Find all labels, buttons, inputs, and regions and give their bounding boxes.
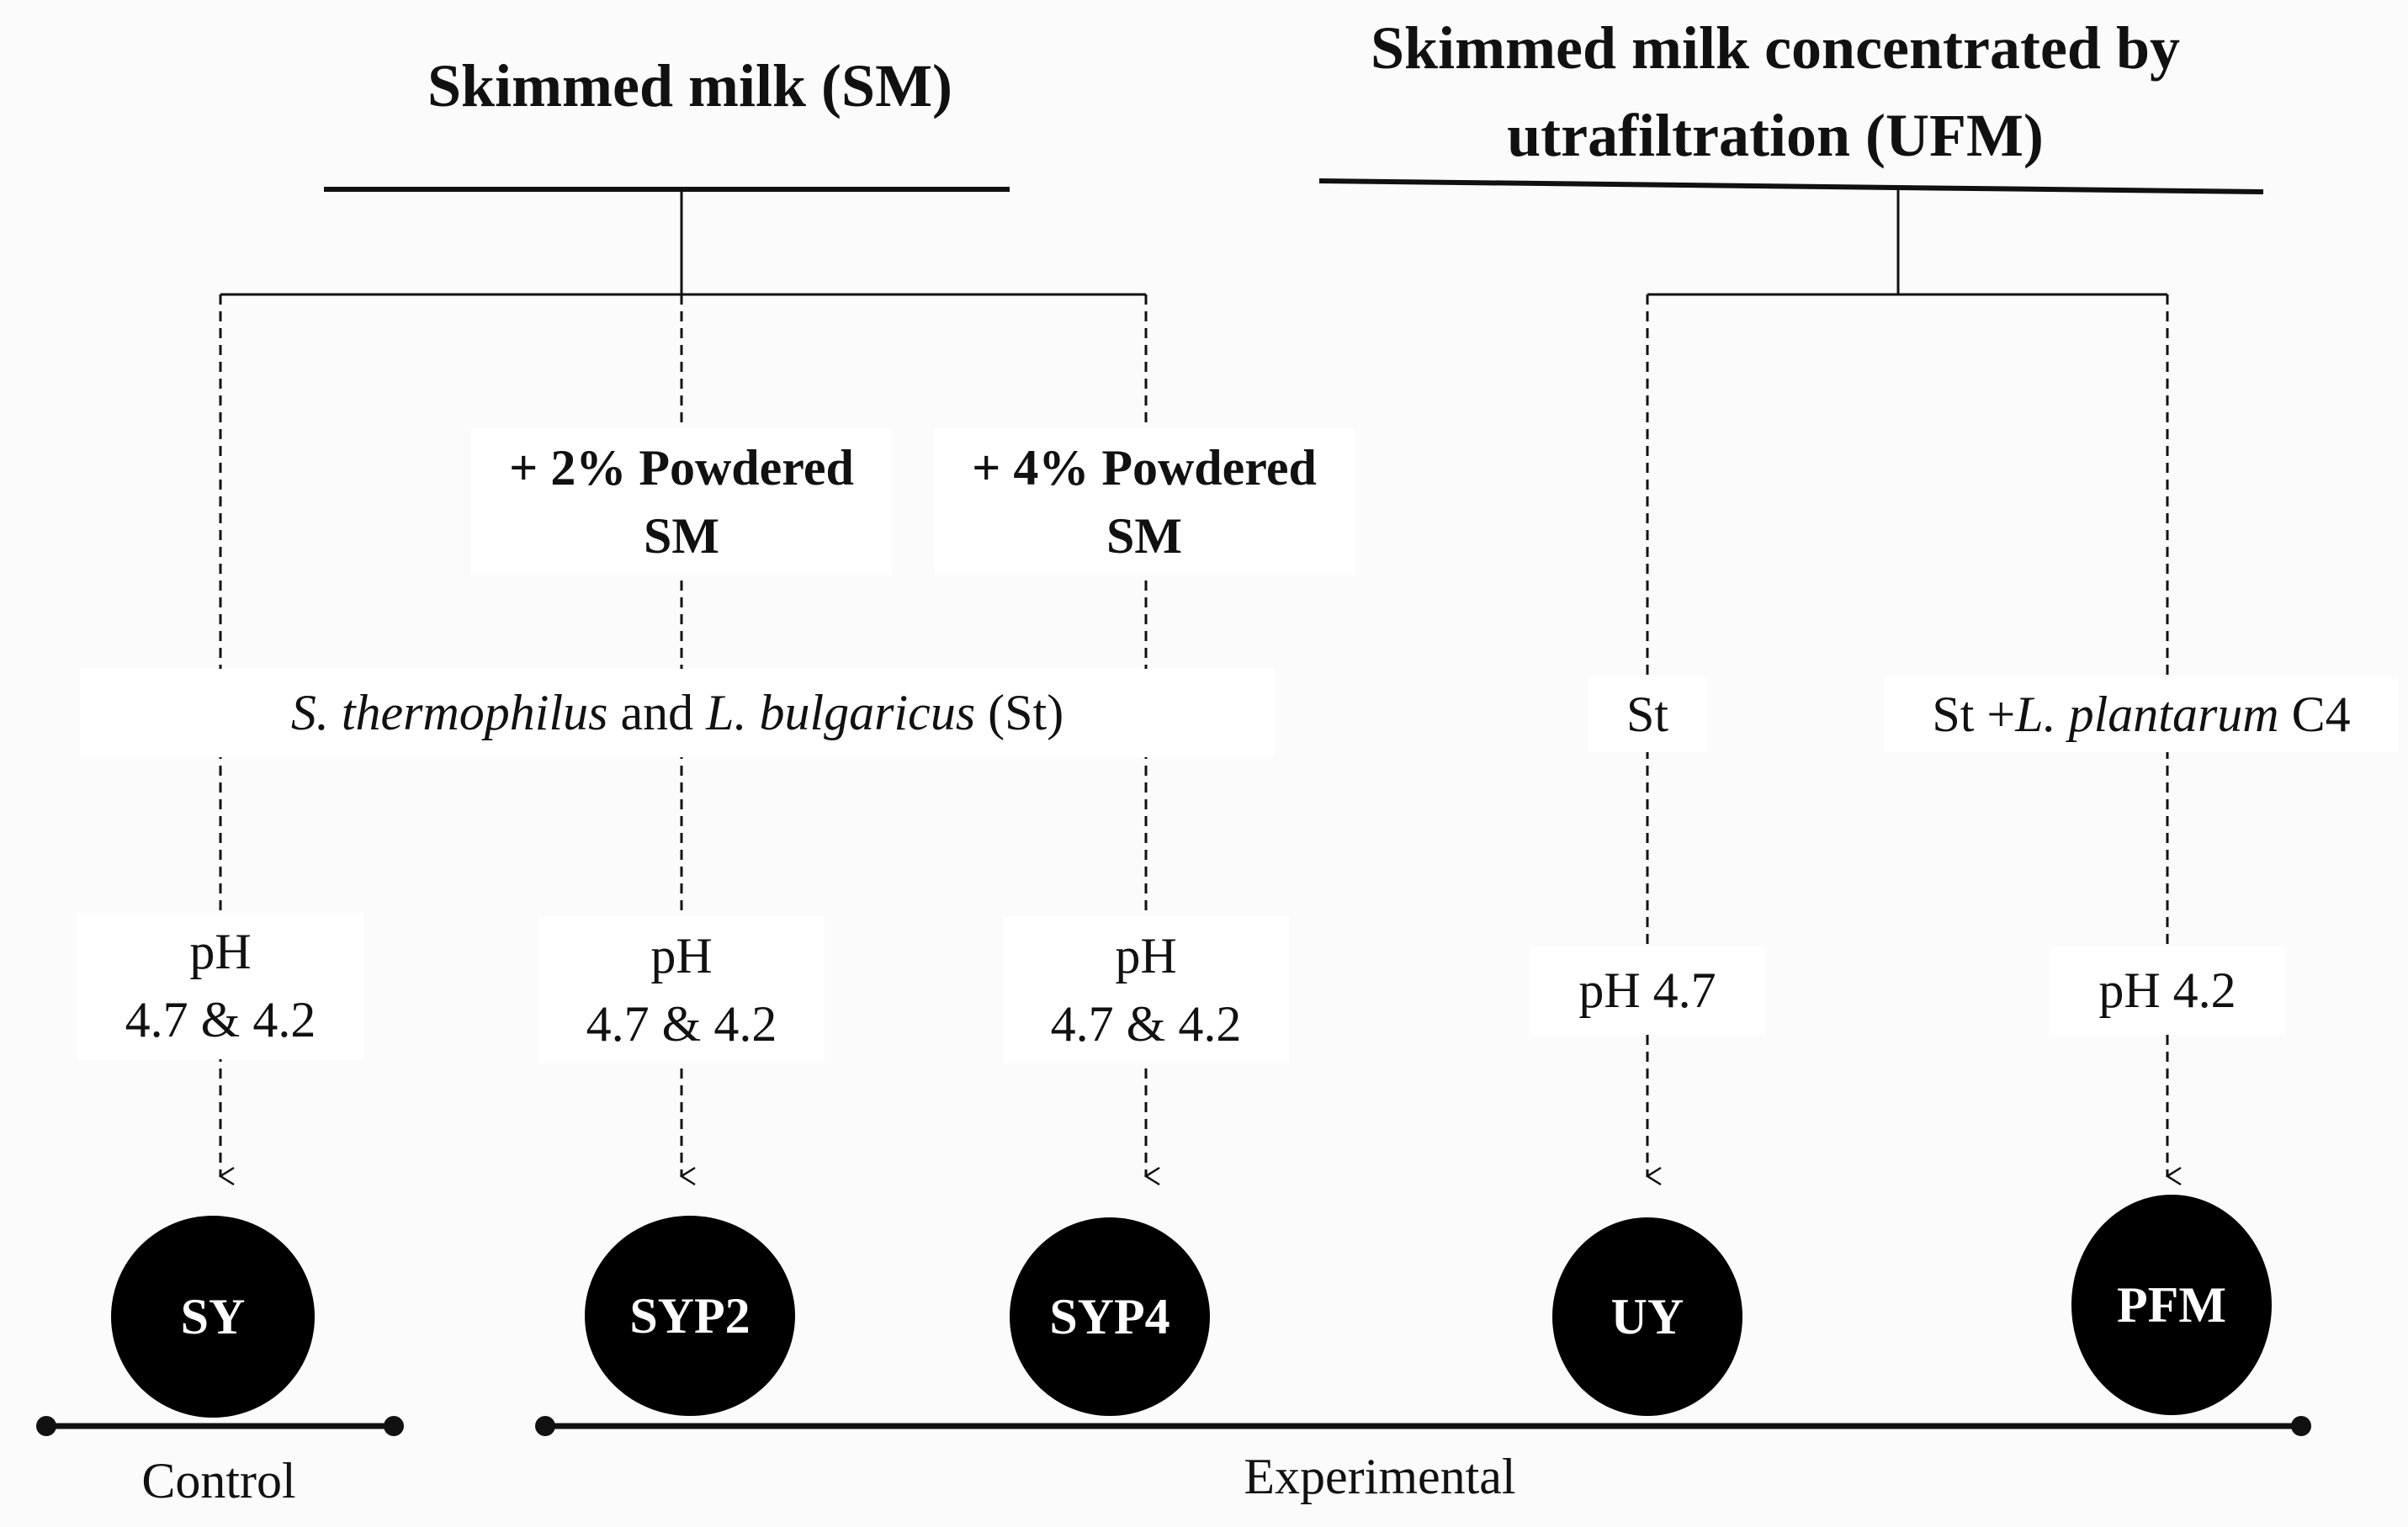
sample-node-pfm: PFM (2071, 1195, 2272, 1415)
starter-sm-and: and (607, 685, 707, 740)
sample-node-syp4-label: SYP4 (1049, 1288, 1170, 1344)
addition-4pct-line2: SM (1106, 508, 1182, 564)
starter-pfm: St +L. plantarum C4 (1885, 677, 2398, 752)
ph-pfm: pH 4.2 (2050, 946, 2285, 1035)
ph-uy: pH 4.7 (1530, 946, 1765, 1035)
starter-pfm-st: St + (1932, 687, 2016, 742)
starter-uy: St (1589, 677, 1706, 752)
group-experimental-label: Experimental (1119, 1443, 1641, 1511)
ph-syp4: pH 4.7 & 4.2 (1003, 917, 1289, 1063)
sample-node-sy-label: SY (180, 1288, 246, 1344)
sample-node-sy: SY (111, 1216, 315, 1418)
ufm-title-bar (1318, 178, 2264, 194)
starter-uy-text: St (1626, 687, 1669, 742)
starter-pfm-strain: C4 (2278, 687, 2351, 742)
ph-syp2: pH 4.7 & 4.2 (538, 917, 825, 1063)
sample-node-syp2-label: SYP2 (629, 1287, 751, 1344)
ph-sy-line1: pH (189, 924, 252, 979)
sample-node-pfm-label: PFM (2117, 1276, 2226, 1333)
ph-syp4-line2: 4.7 & 4.2 (1050, 996, 1242, 1052)
addition-4pct-line1: + 4% Powdered (972, 440, 1317, 496)
sm-title-text: Skimmed milk (SM) (427, 52, 953, 119)
group-experimental-text: Experimental (1244, 1449, 1516, 1504)
ufm-title-line2: utrafiltration (UFM) (1507, 102, 2044, 170)
experimental-baseline-right-dot (2291, 1416, 2311, 1436)
control-baseline-left-dot (36, 1416, 56, 1436)
addition-2pct: + 2% Powdered SM (471, 429, 892, 575)
group-control-text: Control (141, 1453, 296, 1508)
ph-sy: pH 4.7 & 4.2 (77, 913, 363, 1059)
starter-sm-species1: S. thermophilus (290, 685, 608, 740)
starter-sm-abbr: (St) (975, 685, 1064, 740)
experimental-baseline-left-dot (535, 1416, 555, 1436)
sample-node-syp4: SYP4 (1010, 1217, 1210, 1416)
ufm-title-line1: Skimmed milk concentrated by (1371, 14, 2180, 82)
sample-node-uy: UY (1552, 1217, 1742, 1416)
addition-2pct-line1: + 2% Powdered (509, 440, 854, 496)
sample-node-syp2: SYP2 (585, 1216, 795, 1416)
ufm-title: Skimmed milk concentrated by utrafiltrat… (1270, 4, 2280, 180)
addition-4pct: + 4% Powdered SM (934, 429, 1355, 575)
starter-pfm-species: L. plantarum (2015, 687, 2279, 742)
control-baseline-right-dot (384, 1416, 404, 1436)
ph-pfm-text: pH 4.2 (2098, 962, 2236, 1018)
starter-sm-species2: L. bulgaricus (706, 685, 976, 740)
sm-title: Skimmed milk (SM) (320, 42, 1060, 130)
starter-sm: S. thermophilus and L. bulgaricus (St) (80, 669, 1275, 757)
ph-uy-text: pH 4.7 (1578, 962, 1716, 1018)
group-control-label: Control (80, 1447, 358, 1515)
addition-2pct-line2: SM (644, 508, 719, 564)
ph-syp2-line1: pH (650, 928, 713, 984)
ph-syp2-line2: 4.7 & 4.2 (586, 996, 777, 1052)
sample-node-uy-label: UY (1610, 1288, 1684, 1344)
ph-sy-line2: 4.7 & 4.2 (125, 992, 316, 1047)
ph-syp4-line1: pH (1115, 928, 1177, 984)
